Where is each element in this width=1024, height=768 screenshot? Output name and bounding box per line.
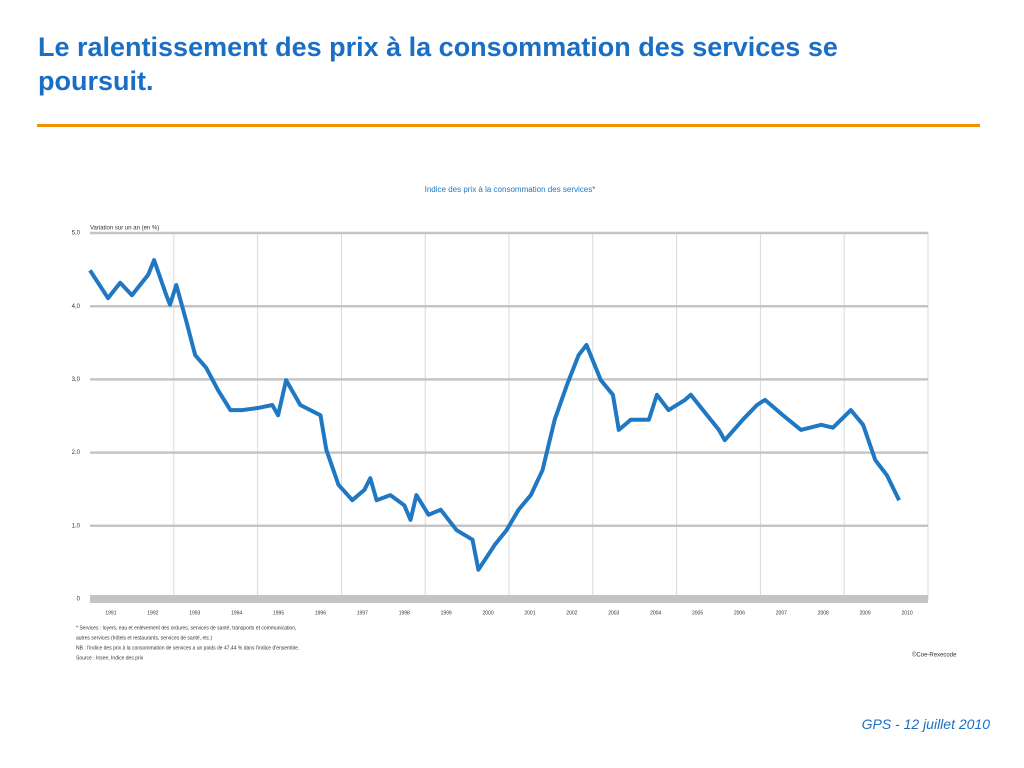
x-tick-label: 1991 [105, 610, 116, 616]
x-tick-label: 2000 [482, 610, 493, 616]
x-tick-label: 1998 [399, 610, 410, 616]
y-axis-label: Variation sur un an (en %) [90, 226, 159, 232]
footnote: autres services (hôtels et restaurants, … [76, 635, 213, 641]
footer: GPS - 12 juillet 2010 [861, 716, 990, 732]
x-tick-label: 2004 [650, 610, 661, 616]
x-tick-label: 1994 [231, 610, 242, 616]
x-tick-label: 2007 [776, 610, 787, 616]
y-tick-label: 1,0 [72, 523, 81, 529]
x-tick-label: 2001 [524, 610, 535, 616]
chart-title: Indice des prix à la consommation des se… [425, 185, 596, 194]
x-tick-label: 1997 [357, 610, 368, 616]
x-tick-label: 2009 [860, 610, 871, 616]
x-tick-label: 1993 [189, 610, 200, 616]
title-rule [37, 124, 980, 127]
x-tick-label: 2010 [901, 610, 912, 616]
x-tick-label: 1996 [315, 610, 326, 616]
x-tick-label: 2008 [818, 610, 829, 616]
slide-title: Le ralentissement des prix à la consomma… [38, 32, 838, 96]
y-tick-label: 4,0 [72, 304, 81, 310]
x-tick-label: 1999 [441, 610, 452, 616]
x-tick-label: 2006 [734, 610, 745, 616]
credit: ©Coe-Rexecode [912, 652, 957, 659]
y-tick-label: 5,0 [72, 231, 81, 237]
footnote: NB : l'indice des prix à la consommation… [76, 645, 299, 651]
y-tick-label: 2,0 [72, 450, 81, 456]
footnote: Source : Insee, Indice des prix [76, 655, 144, 661]
x-tick-label: 1992 [147, 610, 158, 616]
footnote: * Services : loyers, eau et enlèvement d… [76, 625, 296, 631]
x-tick-label: 2003 [608, 610, 619, 616]
x-tick-label: 2005 [692, 610, 703, 616]
y-tick-label: 0 [77, 597, 81, 603]
x-tick-label: 1995 [273, 610, 284, 616]
y-tick-label: 3,0 [72, 377, 81, 383]
x-tick-label: 2002 [566, 610, 577, 616]
data-line [88, 258, 901, 572]
